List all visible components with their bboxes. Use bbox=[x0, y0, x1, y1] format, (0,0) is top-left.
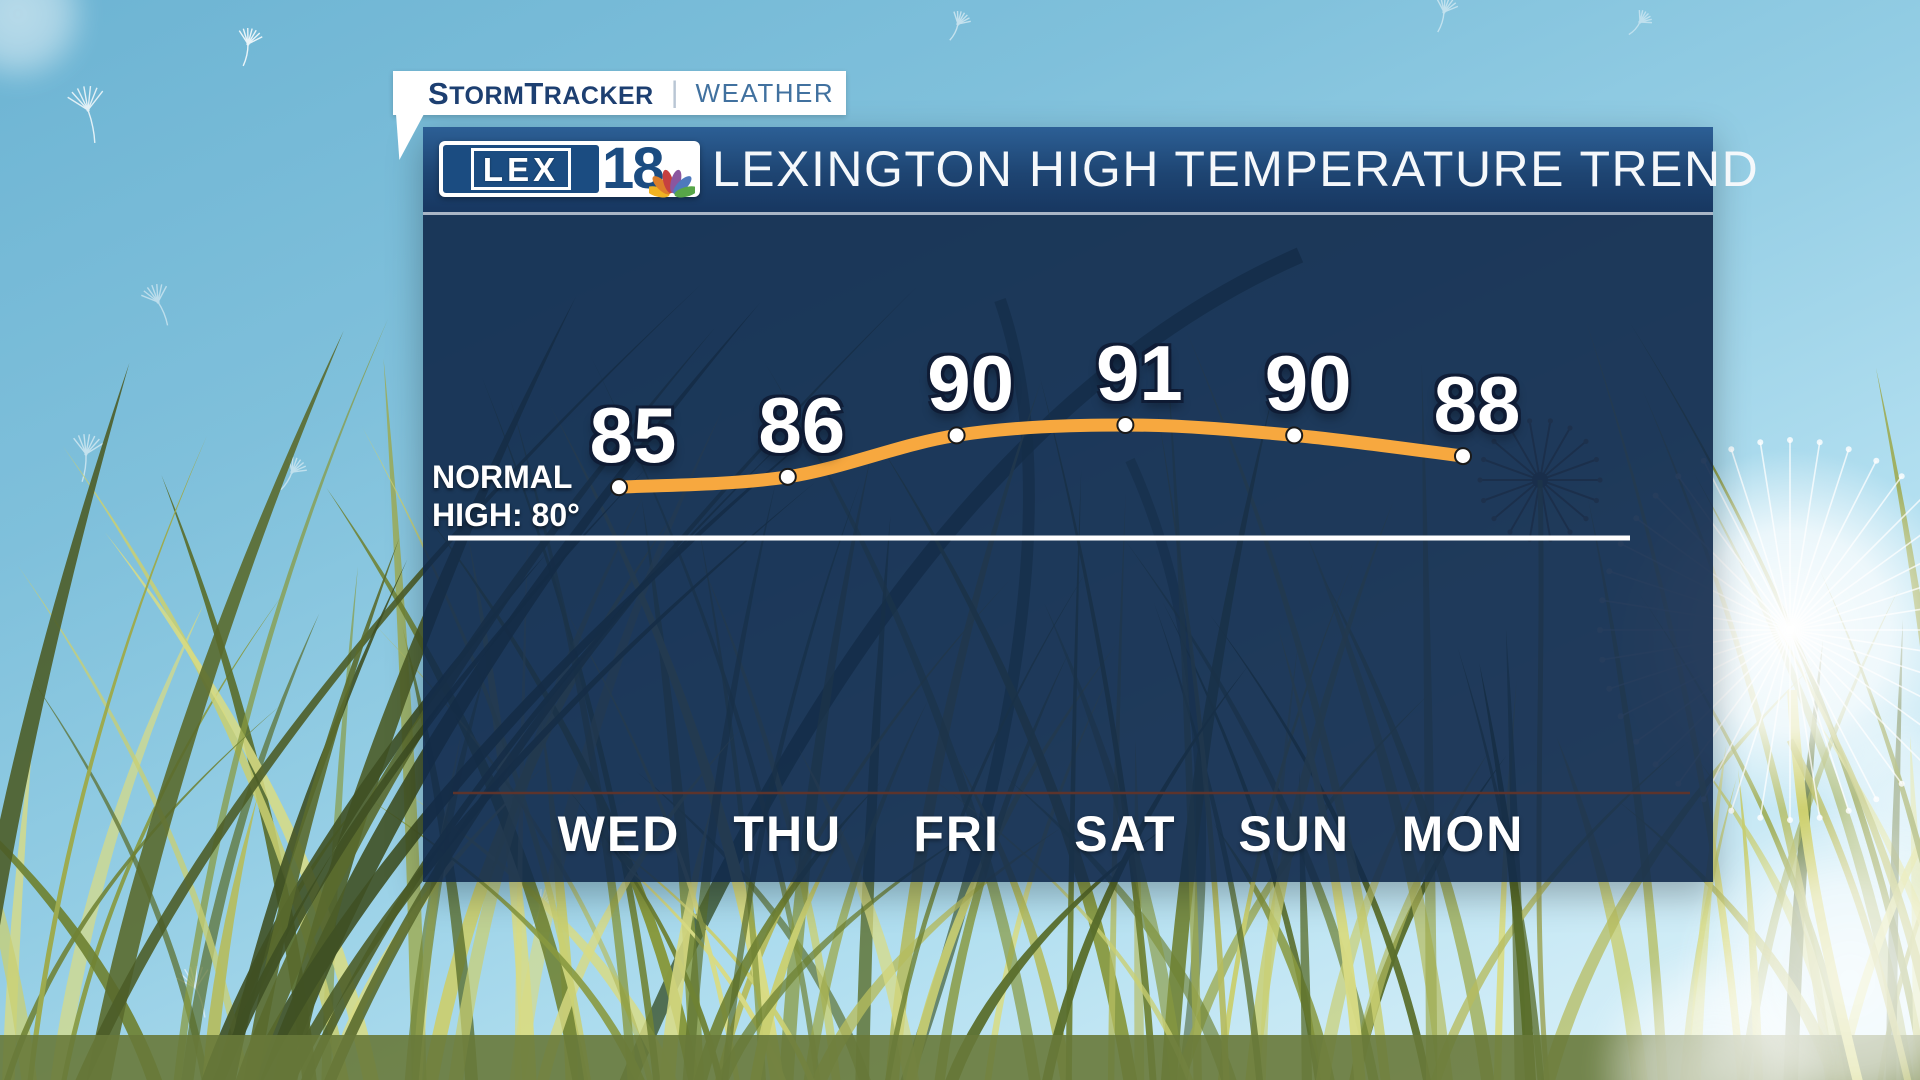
temp-value-label: 88 bbox=[1433, 360, 1521, 449]
panel-header: LEX 18 LEXINGTON HIGH TEMPERATURE TREND bbox=[423, 127, 1758, 215]
normal-high-label-line1: NORMAL bbox=[432, 459, 573, 495]
lex-logo-box: LEX bbox=[443, 145, 599, 193]
wordmark-part: RACKER bbox=[543, 81, 654, 110]
wordmark-part: T bbox=[524, 75, 544, 111]
day-label: SAT bbox=[1074, 806, 1177, 862]
day-label: WED bbox=[557, 806, 681, 862]
nbc-peacock-icon bbox=[649, 169, 695, 198]
badge-divider: | bbox=[670, 76, 679, 109]
lex-logo-call-letters: LEX bbox=[470, 148, 572, 190]
wordmark-part: S bbox=[428, 75, 450, 111]
temp-value-label: 85 bbox=[589, 391, 677, 480]
normal-high-label-line2: HIGH: 80° bbox=[432, 497, 580, 533]
weather-section-label: WEATHER bbox=[695, 78, 835, 108]
day-label: MON bbox=[1401, 806, 1525, 862]
normal-high-label: NORMAL HIGH: 80° bbox=[432, 458, 580, 534]
peacock-feather bbox=[673, 176, 692, 195]
temp-value-label: 86 bbox=[758, 380, 846, 469]
peacock-feather bbox=[674, 186, 695, 198]
temp-value-label: 90 bbox=[927, 339, 1014, 428]
day-label: SUN bbox=[1238, 806, 1350, 862]
temperature-trend-panel: LEX 18 LEXINGTON HIGH TEMPERATURE TREND … bbox=[423, 127, 1758, 882]
day-label: FRI bbox=[913, 806, 1000, 862]
wordmark-part: TORM bbox=[449, 81, 525, 110]
lex18-logo: LEX 18 bbox=[439, 140, 700, 198]
peacock-feather bbox=[652, 176, 671, 195]
temp-value-label: 90 bbox=[1264, 339, 1352, 428]
stormtracker-weather-badge: S TORM T RACKER | WEATHER bbox=[393, 71, 847, 115]
day-label: THU bbox=[733, 806, 843, 862]
stormtracker-wordmark: S TORM T RACKER bbox=[428, 78, 654, 109]
chart-title: LEXINGTON HIGH TEMPERATURE TREND bbox=[712, 141, 1760, 197]
temp-value-label: 91 bbox=[1096, 329, 1183, 417]
